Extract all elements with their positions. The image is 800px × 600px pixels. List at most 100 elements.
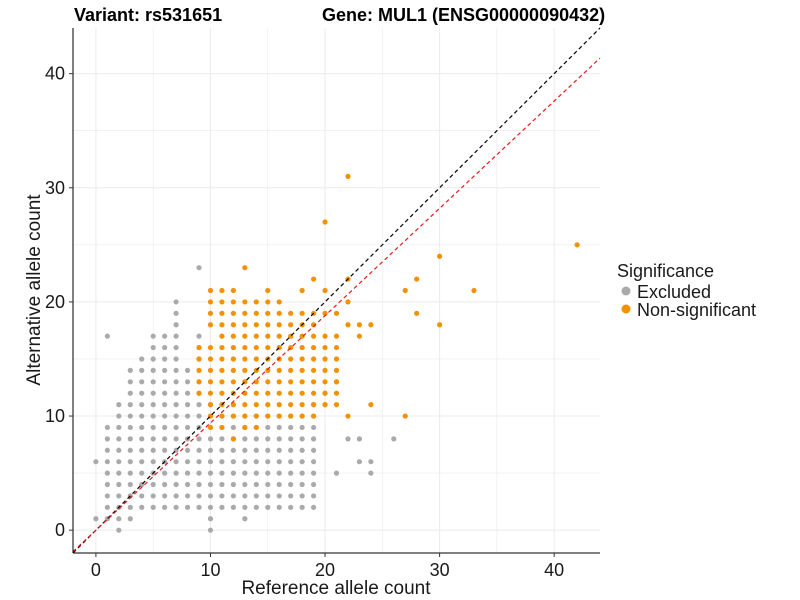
point-non-significant <box>310 344 317 351</box>
ticks: 0 10 20 30 40 0 10 20 30 40 <box>45 64 564 580</box>
point-non-significant <box>207 344 214 351</box>
point-non-significant <box>207 287 214 294</box>
point-non-significant <box>230 287 236 294</box>
point-non-significant <box>288 402 294 408</box>
point-non-significant <box>299 413 305 419</box>
point-non-significant <box>230 367 236 373</box>
point-excluded <box>242 459 248 465</box>
point-excluded <box>162 379 168 385</box>
point-excluded <box>242 504 248 510</box>
point-non-significant <box>276 333 282 339</box>
x-tick-label: 0 <box>91 560 101 580</box>
point-excluded <box>104 481 110 488</box>
point-excluded <box>310 481 317 488</box>
point-excluded <box>207 516 214 522</box>
point-excluded <box>127 379 133 385</box>
point-non-significant <box>276 390 282 396</box>
point-excluded <box>104 504 110 510</box>
point-non-significant <box>242 356 248 362</box>
point-non-significant <box>230 436 236 442</box>
x-tick-label: 40 <box>544 560 564 580</box>
point-non-significant <box>299 310 305 316</box>
point-excluded <box>162 447 168 453</box>
point-excluded <box>150 493 156 499</box>
point-excluded <box>127 516 133 522</box>
point-non-significant <box>402 413 408 419</box>
point-excluded <box>242 516 248 522</box>
point-excluded <box>230 493 236 499</box>
point-excluded <box>162 390 168 396</box>
point-non-significant <box>333 402 340 408</box>
point-excluded <box>139 424 145 431</box>
point-non-significant <box>345 322 351 328</box>
point-non-significant <box>253 413 259 419</box>
point-non-significant <box>230 310 236 316</box>
point-excluded <box>150 436 156 442</box>
point-non-significant <box>288 310 294 316</box>
point-excluded <box>288 493 294 499</box>
point-non-significant <box>322 367 328 373</box>
point-non-significant <box>253 356 259 362</box>
point-excluded <box>139 459 145 465</box>
point-excluded <box>265 436 271 442</box>
point-excluded <box>162 481 168 488</box>
point-non-significant <box>242 424 248 431</box>
point-excluded <box>116 459 122 465</box>
point-excluded <box>288 470 294 476</box>
legend-key-non-significant <box>621 304 631 314</box>
point-non-significant <box>310 333 317 339</box>
point-excluded <box>230 481 236 488</box>
point-excluded <box>299 459 305 465</box>
point-excluded <box>368 470 374 476</box>
point-excluded <box>276 481 282 488</box>
point-excluded <box>196 481 202 488</box>
point-non-significant <box>265 333 271 339</box>
point-excluded <box>116 402 122 408</box>
point-excluded <box>139 356 145 362</box>
point-non-significant <box>310 276 317 282</box>
point-excluded <box>139 367 145 373</box>
point-non-significant <box>276 322 282 328</box>
point-non-significant <box>276 402 282 408</box>
y-tick-label: 10 <box>45 406 65 426</box>
point-non-significant <box>265 310 271 316</box>
point-excluded <box>139 470 145 476</box>
point-excluded <box>276 470 282 476</box>
point-non-significant <box>299 379 305 385</box>
point-excluded <box>253 493 259 499</box>
point-excluded <box>184 504 191 510</box>
chart-title-gene: Gene: MUL1 (ENSG00000090432) <box>322 5 605 25</box>
point-non-significant <box>196 344 202 351</box>
point-excluded <box>184 493 191 499</box>
point-excluded <box>162 424 168 431</box>
point-non-significant <box>288 379 294 385</box>
point-non-significant <box>253 390 259 396</box>
point-excluded <box>207 481 214 488</box>
point-non-significant <box>207 402 214 408</box>
point-excluded <box>265 459 271 465</box>
point-excluded <box>310 436 317 442</box>
point-excluded <box>173 322 179 328</box>
point-excluded <box>150 333 156 339</box>
point-excluded <box>127 447 133 453</box>
grid <box>73 28 600 553</box>
point-excluded <box>150 356 156 362</box>
point-excluded <box>310 470 317 476</box>
point-non-significant <box>574 242 580 248</box>
point-excluded <box>265 481 271 488</box>
point-non-significant <box>219 424 225 431</box>
point-excluded <box>139 402 145 408</box>
point-non-significant <box>196 390 202 396</box>
point-non-significant <box>333 310 340 316</box>
point-non-significant <box>310 413 317 419</box>
point-excluded <box>391 436 397 442</box>
x-tick-label: 10 <box>200 560 220 580</box>
y-axis-title: Alternative allele count <box>24 194 45 386</box>
point-excluded <box>116 493 122 499</box>
point-non-significant <box>265 287 271 294</box>
legend-label-excluded: Excluded <box>637 282 711 302</box>
point-excluded <box>104 447 110 453</box>
point-excluded <box>184 413 191 419</box>
point-non-significant <box>333 367 340 373</box>
